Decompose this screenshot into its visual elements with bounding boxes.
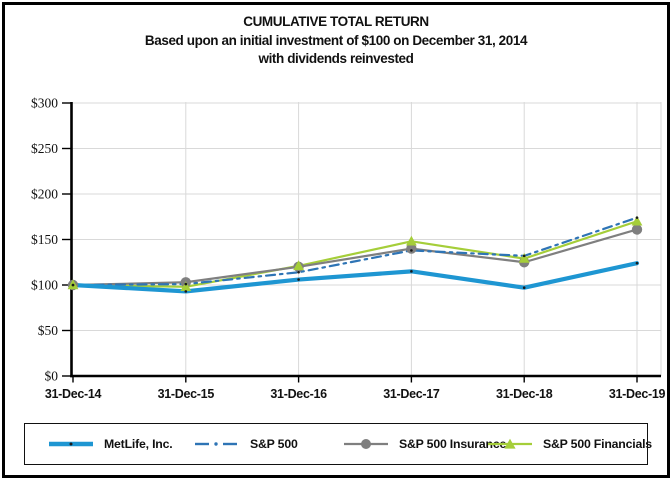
- triangle-marker-icon: [180, 281, 192, 292]
- legend-swatch-0: [49, 441, 93, 447]
- dot-icon: [69, 442, 73, 446]
- x-tick-label: 31-Dec-16: [270, 387, 327, 401]
- dot-marker-icon: [410, 249, 413, 252]
- legend-swatch-2: [344, 439, 388, 449]
- triangle-marker-icon: [504, 438, 516, 449]
- legend-item-3: S&P 500 Financials: [487, 424, 652, 464]
- y-tick-label: $150: [31, 232, 58, 247]
- dot-marker-icon: [635, 216, 639, 219]
- x-tick-label: 31-Dec-15: [158, 387, 215, 401]
- triangle-marker-icon: [631, 215, 643, 226]
- chart-legend: MetLife, Inc. S&P 500 S&P 500 Insurance S&P…: [24, 423, 652, 465]
- legend-item-1: S&P 500: [194, 424, 298, 464]
- legend-label-2: S&P 500 Insurance: [399, 437, 507, 451]
- triangle-marker-icon: [293, 260, 304, 271]
- x-tick-label: 31-Dec-14: [45, 387, 102, 401]
- x-tick-label: 31-Dec-17: [383, 387, 440, 401]
- y-tick-label: $250: [31, 141, 58, 156]
- dot-marker-icon: [522, 254, 526, 258]
- legend-item-0: MetLife, Inc.: [48, 424, 173, 464]
- y-tick-label: $50: [38, 323, 59, 338]
- legend-label-1: S&P 500: [250, 437, 298, 451]
- circle-marker-icon: [631, 224, 643, 235]
- dot-marker-icon: [297, 278, 300, 281]
- chart-subtitle-2: with dividends reinvested: [258, 51, 414, 66]
- series-line-3: [71, 220, 639, 288]
- dot-marker-icon: [71, 283, 75, 287]
- legend-item-2: S&P 500 Insurance: [343, 424, 506, 464]
- series-line-2: [71, 228, 639, 287]
- series-line-1: [71, 216, 639, 287]
- dot-marker-icon: [522, 286, 526, 290]
- y-tick-label: $0: [45, 369, 59, 384]
- legend-swatch-1: [195, 442, 237, 446]
- dot-icon: [214, 442, 218, 446]
- circle-marker-icon: [361, 439, 371, 449]
- y-tick-label: $200: [31, 187, 58, 202]
- chart-subtitle-1: Based upon an initial investment of $100…: [144, 32, 528, 48]
- legend-label-0: MetLife, Inc.: [104, 437, 173, 451]
- dot-marker-icon: [297, 270, 300, 274]
- series-line-0: [70, 261, 640, 294]
- chart-title-block: CUMULATIVE TOTAL RETURN Based upon an in…: [0, 13, 672, 69]
- x-tick-label: 31-Dec-19: [609, 387, 666, 401]
- y-tick-label: $100: [31, 278, 58, 293]
- legend-swatch-3: [488, 438, 532, 449]
- triangle-marker-icon: [406, 235, 417, 246]
- chart-title: CUMULATIVE TOTAL RETURN: [243, 14, 429, 29]
- y-tick-label: $300: [31, 96, 58, 111]
- dot-marker-icon: [635, 261, 639, 265]
- x-tick-label: 31-Dec-18: [496, 387, 553, 401]
- circle-marker-icon: [406, 243, 417, 254]
- dot-marker-icon: [184, 282, 188, 286]
- legend-label-3: S&P 500 Financials: [543, 437, 652, 451]
- dot-marker-icon: [184, 290, 188, 293]
- dot-marker-icon: [410, 270, 413, 273]
- triangle-marker-icon: [518, 253, 530, 263]
- performance-chart: $0 $50 $100 $150 $200 $250 $300 31-Dec-14 31-Dec…: [31, 96, 666, 402]
